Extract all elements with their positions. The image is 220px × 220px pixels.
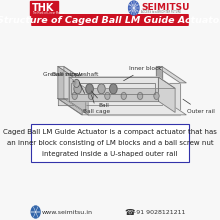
Circle shape	[88, 92, 94, 99]
Circle shape	[73, 81, 76, 84]
Text: Inner block: Inner block	[124, 66, 161, 81]
Text: SEIMITSU: SEIMITSU	[141, 2, 190, 11]
Text: The Mark of Linear Motion: The Mark of Linear Motion	[32, 11, 64, 15]
FancyBboxPatch shape	[31, 14, 189, 26]
Text: Ball cage: Ball cage	[83, 95, 110, 114]
Polygon shape	[69, 77, 158, 101]
Polygon shape	[69, 77, 175, 88]
Polygon shape	[69, 77, 86, 112]
Text: integrated inside a U-shaped outer rail: integrated inside a U-shaped outer rail	[42, 151, 178, 157]
Text: Ball screw shaft: Ball screw shaft	[52, 72, 99, 94]
Polygon shape	[58, 99, 162, 105]
Text: an inner block consisting of LM blocks and a ball screw nut: an inner block consisting of LM blocks a…	[7, 140, 213, 146]
Text: Outer rail: Outer rail	[183, 99, 214, 114]
Text: ACCESS to a BRIGHTER FUTURE: ACCESS to a BRIGHTER FUTURE	[141, 10, 181, 14]
Circle shape	[138, 92, 143, 99]
Text: +91 9028121211: +91 9028121211	[131, 209, 185, 214]
Circle shape	[31, 206, 40, 218]
Circle shape	[74, 84, 81, 94]
Bar	[30, 1, 58, 15]
Circle shape	[73, 79, 79, 88]
Polygon shape	[58, 99, 186, 115]
Polygon shape	[58, 67, 88, 83]
Circle shape	[129, 1, 139, 15]
Circle shape	[98, 84, 105, 94]
Circle shape	[154, 92, 159, 99]
Text: www.seimitsu.in: www.seimitsu.in	[42, 209, 93, 214]
Polygon shape	[88, 83, 180, 115]
Text: Grease nipple: Grease nipple	[43, 72, 84, 82]
Polygon shape	[58, 67, 82, 115]
Text: Caged Ball LM Guide Actuator is a compact actuator that has: Caged Ball LM Guide Actuator is a compac…	[3, 129, 217, 135]
Text: THK: THK	[32, 3, 54, 13]
Polygon shape	[64, 67, 88, 115]
Text: Ball: Ball	[91, 91, 109, 108]
Polygon shape	[158, 77, 175, 112]
Circle shape	[121, 92, 126, 99]
Circle shape	[110, 84, 117, 94]
Circle shape	[86, 84, 93, 94]
FancyBboxPatch shape	[31, 124, 189, 162]
Polygon shape	[156, 67, 186, 83]
Text: ☎: ☎	[125, 207, 135, 216]
Polygon shape	[156, 67, 162, 99]
Circle shape	[105, 92, 110, 99]
Text: Structure of Caged Ball LM Guide Actuator: Structure of Caged Ball LM Guide Actuato…	[0, 15, 220, 24]
Circle shape	[72, 92, 77, 99]
